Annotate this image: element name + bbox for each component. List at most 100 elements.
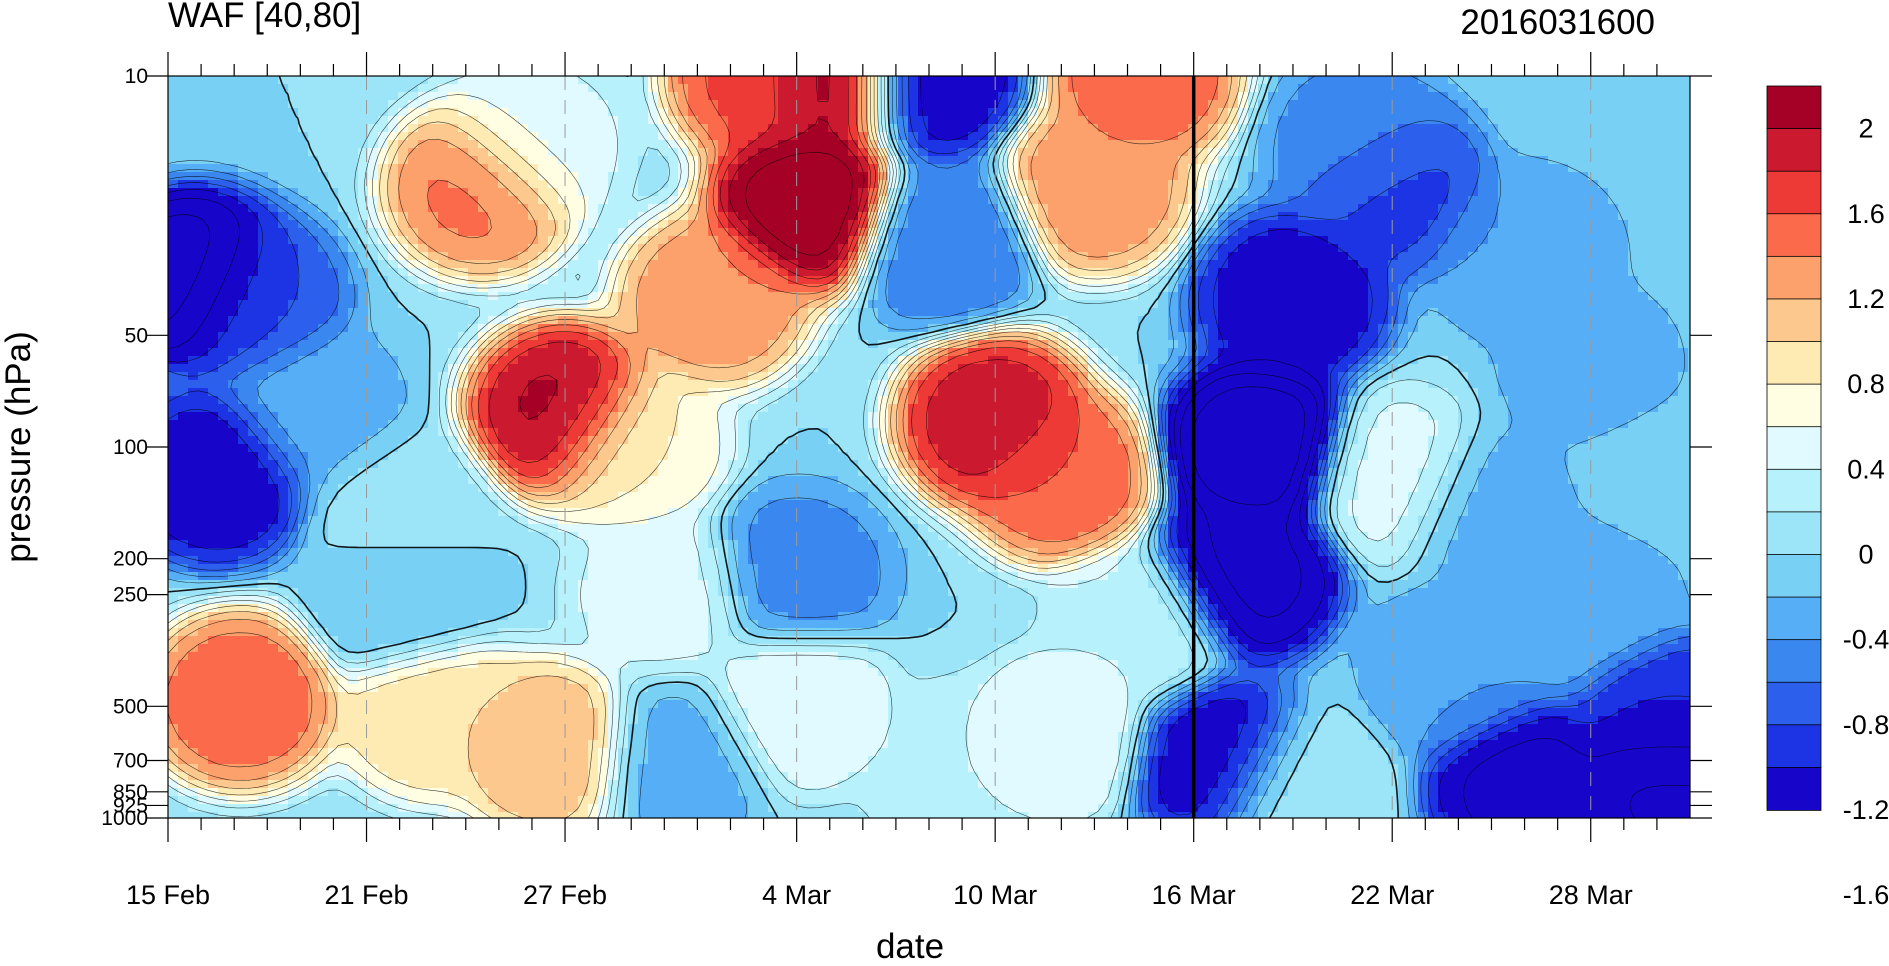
field-cell (1028, 140, 1039, 149)
field-cell (748, 332, 759, 341)
field-cell (1228, 124, 1239, 133)
field-cell (698, 236, 709, 245)
field-cell (1198, 276, 1209, 285)
field-cell (1118, 132, 1129, 141)
field-cell (1408, 76, 1419, 85)
field-cell (328, 324, 339, 333)
field-cell (808, 140, 819, 149)
field-cell (598, 236, 609, 245)
field-cell (908, 212, 919, 221)
field-cell (1018, 148, 1029, 157)
field-cell (718, 196, 729, 205)
field-cell (338, 180, 349, 189)
field-cell (1108, 308, 1119, 317)
field-cell (1518, 212, 1529, 221)
field-cell (178, 76, 189, 85)
field-cell (228, 92, 239, 101)
field-cell (938, 172, 949, 181)
field-cell (498, 180, 509, 189)
field-cell (1068, 100, 1079, 109)
field-cell (438, 76, 449, 85)
field-cell (1198, 252, 1209, 261)
field-cell (1668, 300, 1679, 309)
field-cell (1518, 324, 1529, 333)
field-cell (1128, 236, 1139, 245)
field-cell (1528, 108, 1539, 117)
field-cell (948, 300, 959, 309)
field-cell (1168, 140, 1179, 149)
field-cell (968, 76, 979, 85)
field-cell (1668, 220, 1679, 229)
field-cell (1228, 324, 1239, 333)
field-cell (1158, 76, 1169, 85)
field-cell (1208, 196, 1219, 205)
field-cell (1588, 140, 1599, 149)
field-cell (428, 84, 439, 93)
field-cell (1618, 220, 1629, 229)
field-cell (1478, 196, 1489, 205)
field-cell (1348, 268, 1359, 277)
field-cell (1508, 204, 1519, 213)
field-cell (1368, 156, 1379, 165)
field-cell (758, 124, 769, 133)
field-cell (678, 100, 689, 109)
field-cell (308, 268, 319, 277)
field-cell (928, 156, 939, 165)
field-cell (1368, 324, 1379, 333)
field-cell (318, 164, 329, 173)
field-cell (348, 116, 359, 125)
field-cell (1558, 300, 1569, 309)
field-cell (1568, 204, 1579, 213)
field-cell (308, 100, 319, 109)
field-cell (1488, 292, 1499, 301)
field-cell (1218, 164, 1229, 173)
field-cell (418, 108, 429, 117)
field-cell (1268, 308, 1279, 317)
field-cell (1268, 116, 1279, 125)
field-cell (358, 308, 369, 317)
field-cell (1458, 100, 1469, 109)
field-cell (538, 204, 549, 213)
field-cell (618, 220, 629, 229)
field-cell (758, 140, 769, 149)
field-cell (1078, 260, 1089, 269)
field-cell (608, 268, 619, 277)
field-cell (848, 276, 859, 285)
field-cell (1048, 276, 1059, 285)
field-cell (548, 268, 559, 277)
field-cell (878, 108, 889, 117)
field-cell (858, 252, 869, 261)
field-cell (1568, 108, 1579, 117)
field-cell (618, 228, 629, 237)
field-cell (318, 196, 329, 205)
field-cell (288, 196, 299, 205)
field-cell (1078, 164, 1089, 173)
field-cell (918, 252, 929, 261)
field-cell (1418, 172, 1429, 181)
field-cell (1308, 172, 1319, 181)
field-cell (1548, 268, 1559, 277)
field-cell (1218, 284, 1229, 293)
field-cell (878, 316, 889, 325)
field-cell (1448, 244, 1459, 253)
field-cell (698, 132, 709, 141)
field-cell (918, 268, 929, 277)
field-cell (948, 100, 959, 109)
field-cell (648, 84, 659, 93)
field-cell (188, 124, 199, 133)
field-cell (478, 156, 489, 165)
field-cell (618, 308, 629, 317)
field-cell (1628, 212, 1639, 221)
field-cell (488, 316, 499, 325)
field-cell (1478, 236, 1489, 245)
field-cell (658, 180, 669, 189)
field-cell (1288, 212, 1299, 221)
field-cell (1018, 300, 1029, 309)
field-cell (1008, 276, 1019, 285)
field-cell (798, 196, 809, 205)
field-cell (578, 284, 589, 293)
field-cell (1378, 148, 1389, 157)
field-cell (1258, 268, 1269, 277)
field-cell (958, 172, 969, 181)
field-cell (1368, 180, 1379, 189)
